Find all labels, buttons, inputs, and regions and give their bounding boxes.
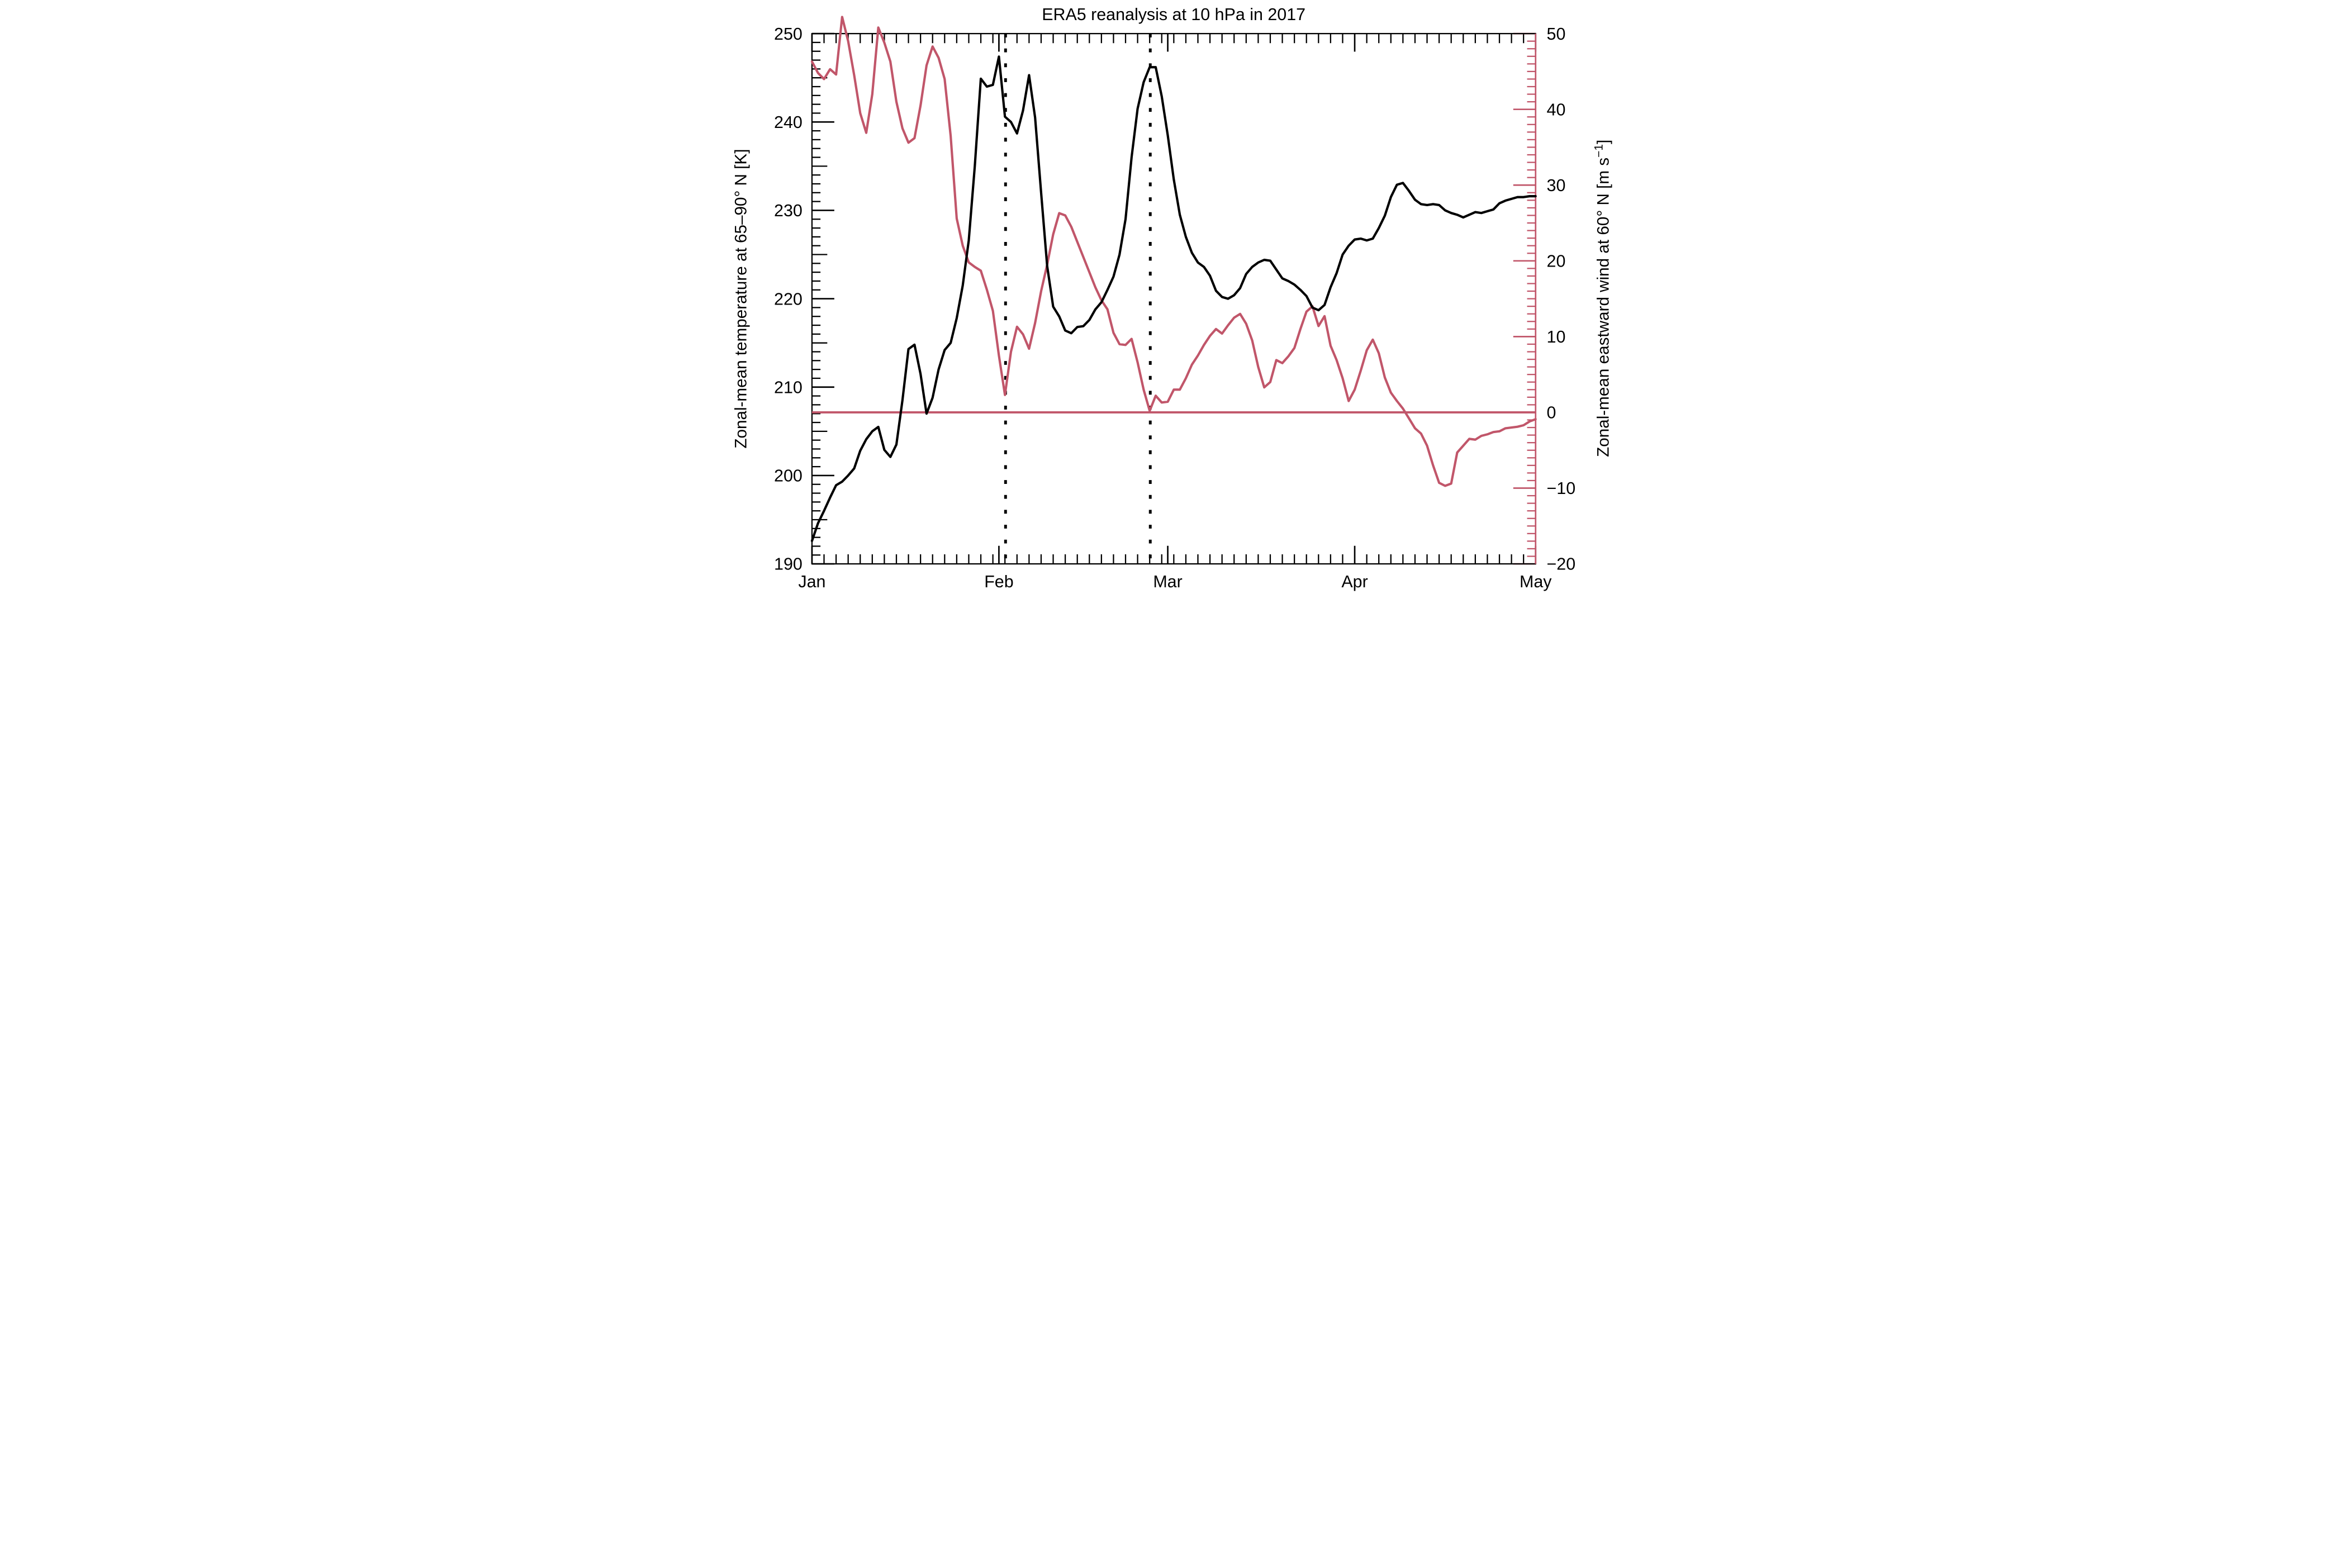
x-tick-label: Apr bbox=[1341, 572, 1368, 591]
right-tick-label: 40 bbox=[1546, 100, 1565, 119]
right-tick-label: 50 bbox=[1546, 25, 1565, 44]
left-tick-label: 190 bbox=[774, 555, 803, 574]
x-tick-label: Feb bbox=[984, 572, 1013, 591]
chart-title: ERA5 reanalysis at 10 hPa in 2017 bbox=[1042, 5, 1305, 24]
right-tick-label: 0 bbox=[1546, 403, 1556, 422]
chart-background bbox=[728, 0, 1622, 597]
left-axis-title: Zonal-mean temperature at 65–90° N [K] bbox=[732, 149, 750, 449]
figure-container: ERA5 reanalysis at 10 hPa in 2017 Zonal-… bbox=[728, 0, 1622, 597]
right-tick-label: −20 bbox=[1546, 555, 1575, 574]
right-tick-label: 10 bbox=[1546, 327, 1565, 346]
left-tick-label: 200 bbox=[774, 467, 803, 486]
temperature-line bbox=[810, 55, 1537, 543]
x-tick-label: Mar bbox=[1153, 572, 1182, 591]
era5-line-chart: ERA5 reanalysis at 10 hPa in 2017 Zonal-… bbox=[728, 0, 1622, 597]
right-axis-title: Zonal-mean eastward wind at 60° N [m s−1… bbox=[1592, 140, 1612, 457]
right-tick-label: 30 bbox=[1546, 176, 1565, 195]
left-tick-label: 210 bbox=[774, 378, 803, 397]
x-tick-label: May bbox=[1520, 572, 1552, 591]
axis-ticks bbox=[811, 32, 1536, 565]
x-tick-label: Jan bbox=[798, 572, 825, 591]
axis-tick-labels: Jan Feb Mar Apr May2502402302202102001905040… bbox=[774, 25, 1575, 591]
left-tick-label: 220 bbox=[774, 289, 803, 308]
wind-line bbox=[810, 16, 1537, 487]
left-tick-label: 230 bbox=[774, 201, 803, 220]
left-tick-label: 240 bbox=[774, 113, 803, 132]
left-tick-label: 250 bbox=[774, 25, 803, 44]
right-tick-label: −10 bbox=[1546, 479, 1575, 498]
right-tick-label: 20 bbox=[1546, 251, 1565, 270]
